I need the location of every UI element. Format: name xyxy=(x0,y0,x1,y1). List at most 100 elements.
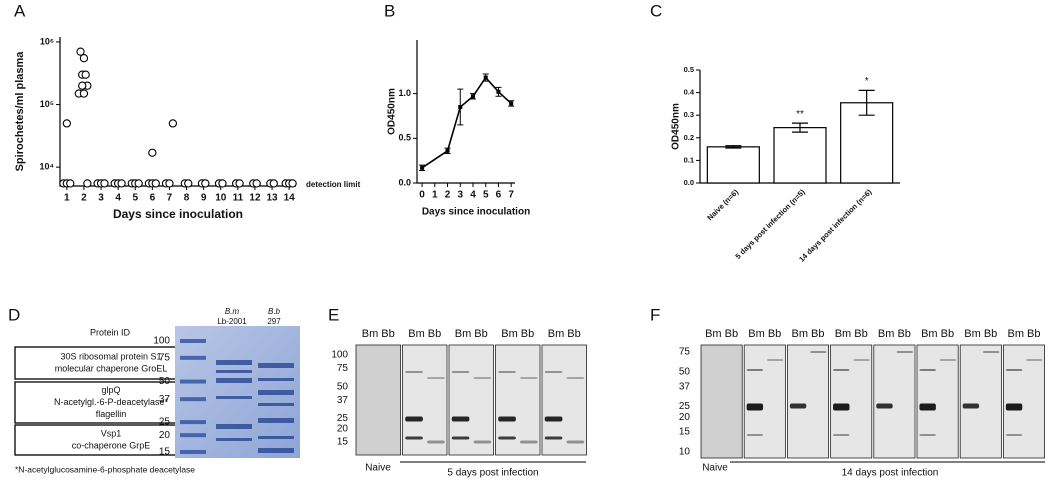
protein-band xyxy=(258,436,294,439)
x-tick-label: 10 xyxy=(215,193,227,204)
protein-band xyxy=(216,438,252,441)
data-point xyxy=(100,179,109,188)
blot-band xyxy=(405,416,423,422)
blot-lane xyxy=(1003,344,1046,459)
data-point xyxy=(184,179,193,188)
x-tick-label: 4 xyxy=(115,193,121,204)
y-axis-label: Spirochetes/ml plasma xyxy=(14,51,26,172)
data-point xyxy=(76,47,85,56)
blot-band xyxy=(498,371,516,373)
lane-species: B.b xyxy=(268,307,281,316)
x-tick-label: 5 xyxy=(483,190,489,201)
x-axis-label: Days since inoculation xyxy=(113,207,243,221)
error-bar xyxy=(792,122,808,133)
data-point xyxy=(201,179,210,188)
blot-band xyxy=(833,403,850,411)
lane-header: Bm Bb xyxy=(1007,328,1040,340)
blot-band xyxy=(746,403,764,411)
blot-band xyxy=(810,351,827,353)
data-point xyxy=(134,179,143,188)
data-point xyxy=(78,81,87,90)
blot-lane xyxy=(830,344,873,459)
blot-band xyxy=(1005,369,1023,371)
protein-name: glpQ xyxy=(101,385,120,395)
lane-header: Bm Bb xyxy=(835,328,868,340)
panel-letter: F xyxy=(650,305,660,324)
data-point xyxy=(83,179,92,188)
axis-line xyxy=(59,37,296,187)
mw-marker: 75 xyxy=(159,352,171,363)
data-point xyxy=(252,179,261,188)
blot-band xyxy=(876,403,893,409)
protein-name: N-acetylgl.-6-P-deacetylase* xyxy=(54,397,169,407)
significance: ** xyxy=(796,109,804,120)
protein-id-header: Protein ID xyxy=(90,327,131,337)
y-tick-label: 0.2 xyxy=(684,133,694,142)
blot-band xyxy=(544,371,563,373)
footnote: *N-acetylglucosamine-6-phosphate deacety… xyxy=(15,464,195,474)
protein-band xyxy=(216,378,252,383)
protein-band xyxy=(258,390,294,395)
x-tick-label: 12 xyxy=(249,193,261,204)
lane-header: Bm Bb xyxy=(705,328,738,340)
protein-band xyxy=(216,360,252,365)
mw-marker: 15 xyxy=(159,447,171,458)
blot-band xyxy=(1026,359,1043,361)
x-tick-label: 1 xyxy=(64,193,70,204)
x-tick-label: 13 xyxy=(266,193,278,204)
blot-band xyxy=(451,436,470,440)
data-point xyxy=(445,148,450,153)
x-tick-label: 3 xyxy=(457,190,463,201)
lane-species: B.m xyxy=(225,307,240,316)
lane-strain: 297 xyxy=(267,317,281,326)
lane-header: Bm Bb xyxy=(878,328,911,340)
blot-band xyxy=(473,377,492,379)
panel-letter: C xyxy=(650,1,662,20)
protein-band xyxy=(216,370,252,373)
protein-band xyxy=(216,396,252,399)
y-tick-label: 10⁶ xyxy=(40,36,54,46)
blot-band xyxy=(473,440,492,444)
x-tick-label: 14 xyxy=(284,193,296,204)
blot-band xyxy=(1005,434,1023,436)
significance: * xyxy=(865,76,869,87)
blot-band xyxy=(746,369,764,371)
blot-band xyxy=(919,403,936,411)
bar xyxy=(773,127,827,184)
panel-letter: E xyxy=(328,305,339,324)
blot-lane xyxy=(355,344,401,456)
mw-marker: 25 xyxy=(159,417,171,428)
protein-name: 30S ribosomal protein S1 xyxy=(60,351,161,361)
data-point xyxy=(269,179,278,188)
group-label: Naive xyxy=(365,463,391,474)
mw-marker: 20 xyxy=(159,430,171,441)
protein-band xyxy=(258,418,294,423)
data-point xyxy=(81,70,90,79)
data-point xyxy=(235,179,244,188)
y-tick-label: 0.1 xyxy=(684,155,694,164)
data-point xyxy=(151,179,160,188)
lane-header: Bm Bb xyxy=(408,328,441,340)
lower-panels: Protein ID 30S ribosomal protein S1 molecu… xyxy=(14,307,1046,479)
x-tick-label: Naive (n=6) xyxy=(705,187,740,222)
blot-band xyxy=(919,434,936,436)
mw-marker: 100 xyxy=(153,336,170,347)
x-tick-label: 3 xyxy=(98,193,104,204)
blot-band xyxy=(566,440,585,444)
blot-band xyxy=(427,377,445,379)
lane-strain: Lb-2001 xyxy=(217,317,247,326)
lane-header: Bm Bb xyxy=(362,328,395,340)
blot-band xyxy=(520,440,538,444)
x-tick-label: 6 xyxy=(150,193,156,204)
blot-band xyxy=(451,416,470,422)
x-tick-label: 4 xyxy=(470,190,476,201)
lane-header: Bm Bb xyxy=(548,328,581,340)
protein-band xyxy=(258,363,294,368)
blot-lane xyxy=(743,344,786,459)
y-axis-label: OD450nm xyxy=(387,88,398,135)
data-point xyxy=(471,94,475,99)
y-tick-label: 10⁴ xyxy=(40,162,54,172)
blot-band xyxy=(982,351,1000,353)
lane-header: Bm Bb xyxy=(748,328,781,340)
